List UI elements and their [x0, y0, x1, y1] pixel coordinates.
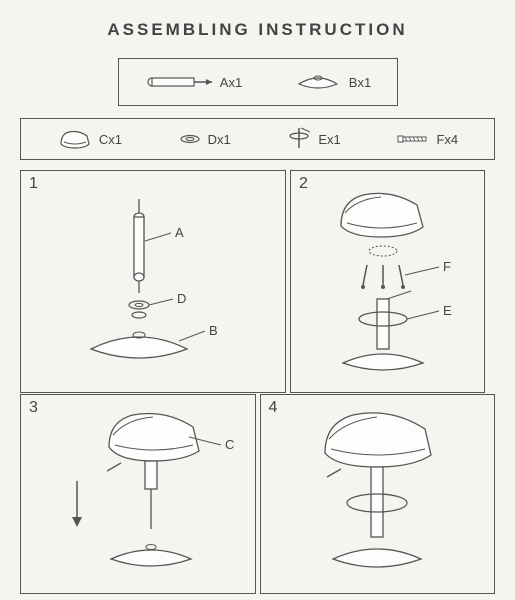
step-number: 2	[299, 175, 308, 193]
page-title: ASSEMBLING INSTRUCTION	[20, 20, 495, 40]
part-item: Ex1	[286, 126, 340, 152]
step-number: 1	[29, 175, 38, 193]
step-panel-4: 4	[260, 394, 496, 594]
callout-label: A	[175, 225, 184, 240]
seat-icon	[57, 126, 93, 152]
part-label: Ax1	[220, 75, 242, 90]
step-3-diagram: C	[21, 395, 251, 591]
callout-label: E	[443, 303, 452, 318]
callout-label: D	[177, 291, 186, 306]
step-4-diagram	[261, 395, 491, 591]
step-panel-2: 2 F E	[290, 170, 485, 393]
callout-label: B	[209, 323, 218, 338]
part-label: Ex1	[318, 132, 340, 147]
part-label: Dx1	[208, 132, 231, 147]
part-label: Cx1	[99, 132, 122, 147]
step-panel-1: 1 A D B	[20, 170, 286, 393]
screw-icon	[396, 132, 430, 146]
step-panel-3: 3 C	[20, 394, 256, 594]
part-label: Bx1	[349, 75, 371, 90]
footrest-icon	[286, 126, 312, 152]
step-2-diagram: F E	[291, 171, 484, 387]
base-disc-icon	[293, 70, 343, 94]
part-item: Fx4	[396, 132, 458, 147]
cylinder-icon	[144, 72, 214, 92]
part-item: Bx1	[293, 70, 371, 94]
callout-label: C	[225, 437, 234, 452]
steps-grid: 1 A D B	[20, 170, 495, 594]
part-item: Cx1	[57, 126, 122, 152]
step-number: 4	[269, 399, 278, 417]
part-item: Ax1	[144, 72, 242, 92]
ring-icon	[178, 133, 202, 145]
parts-legend-row-1: Ax1 Bx1	[118, 58, 398, 106]
part-item: Dx1	[178, 132, 231, 147]
step-1-diagram: A D B	[21, 171, 285, 387]
step-number: 3	[29, 399, 38, 417]
callout-label: F	[443, 259, 451, 274]
parts-legend-row-2: Cx1 Dx1 Ex1 Fx4	[20, 118, 495, 160]
part-label: Fx4	[436, 132, 458, 147]
